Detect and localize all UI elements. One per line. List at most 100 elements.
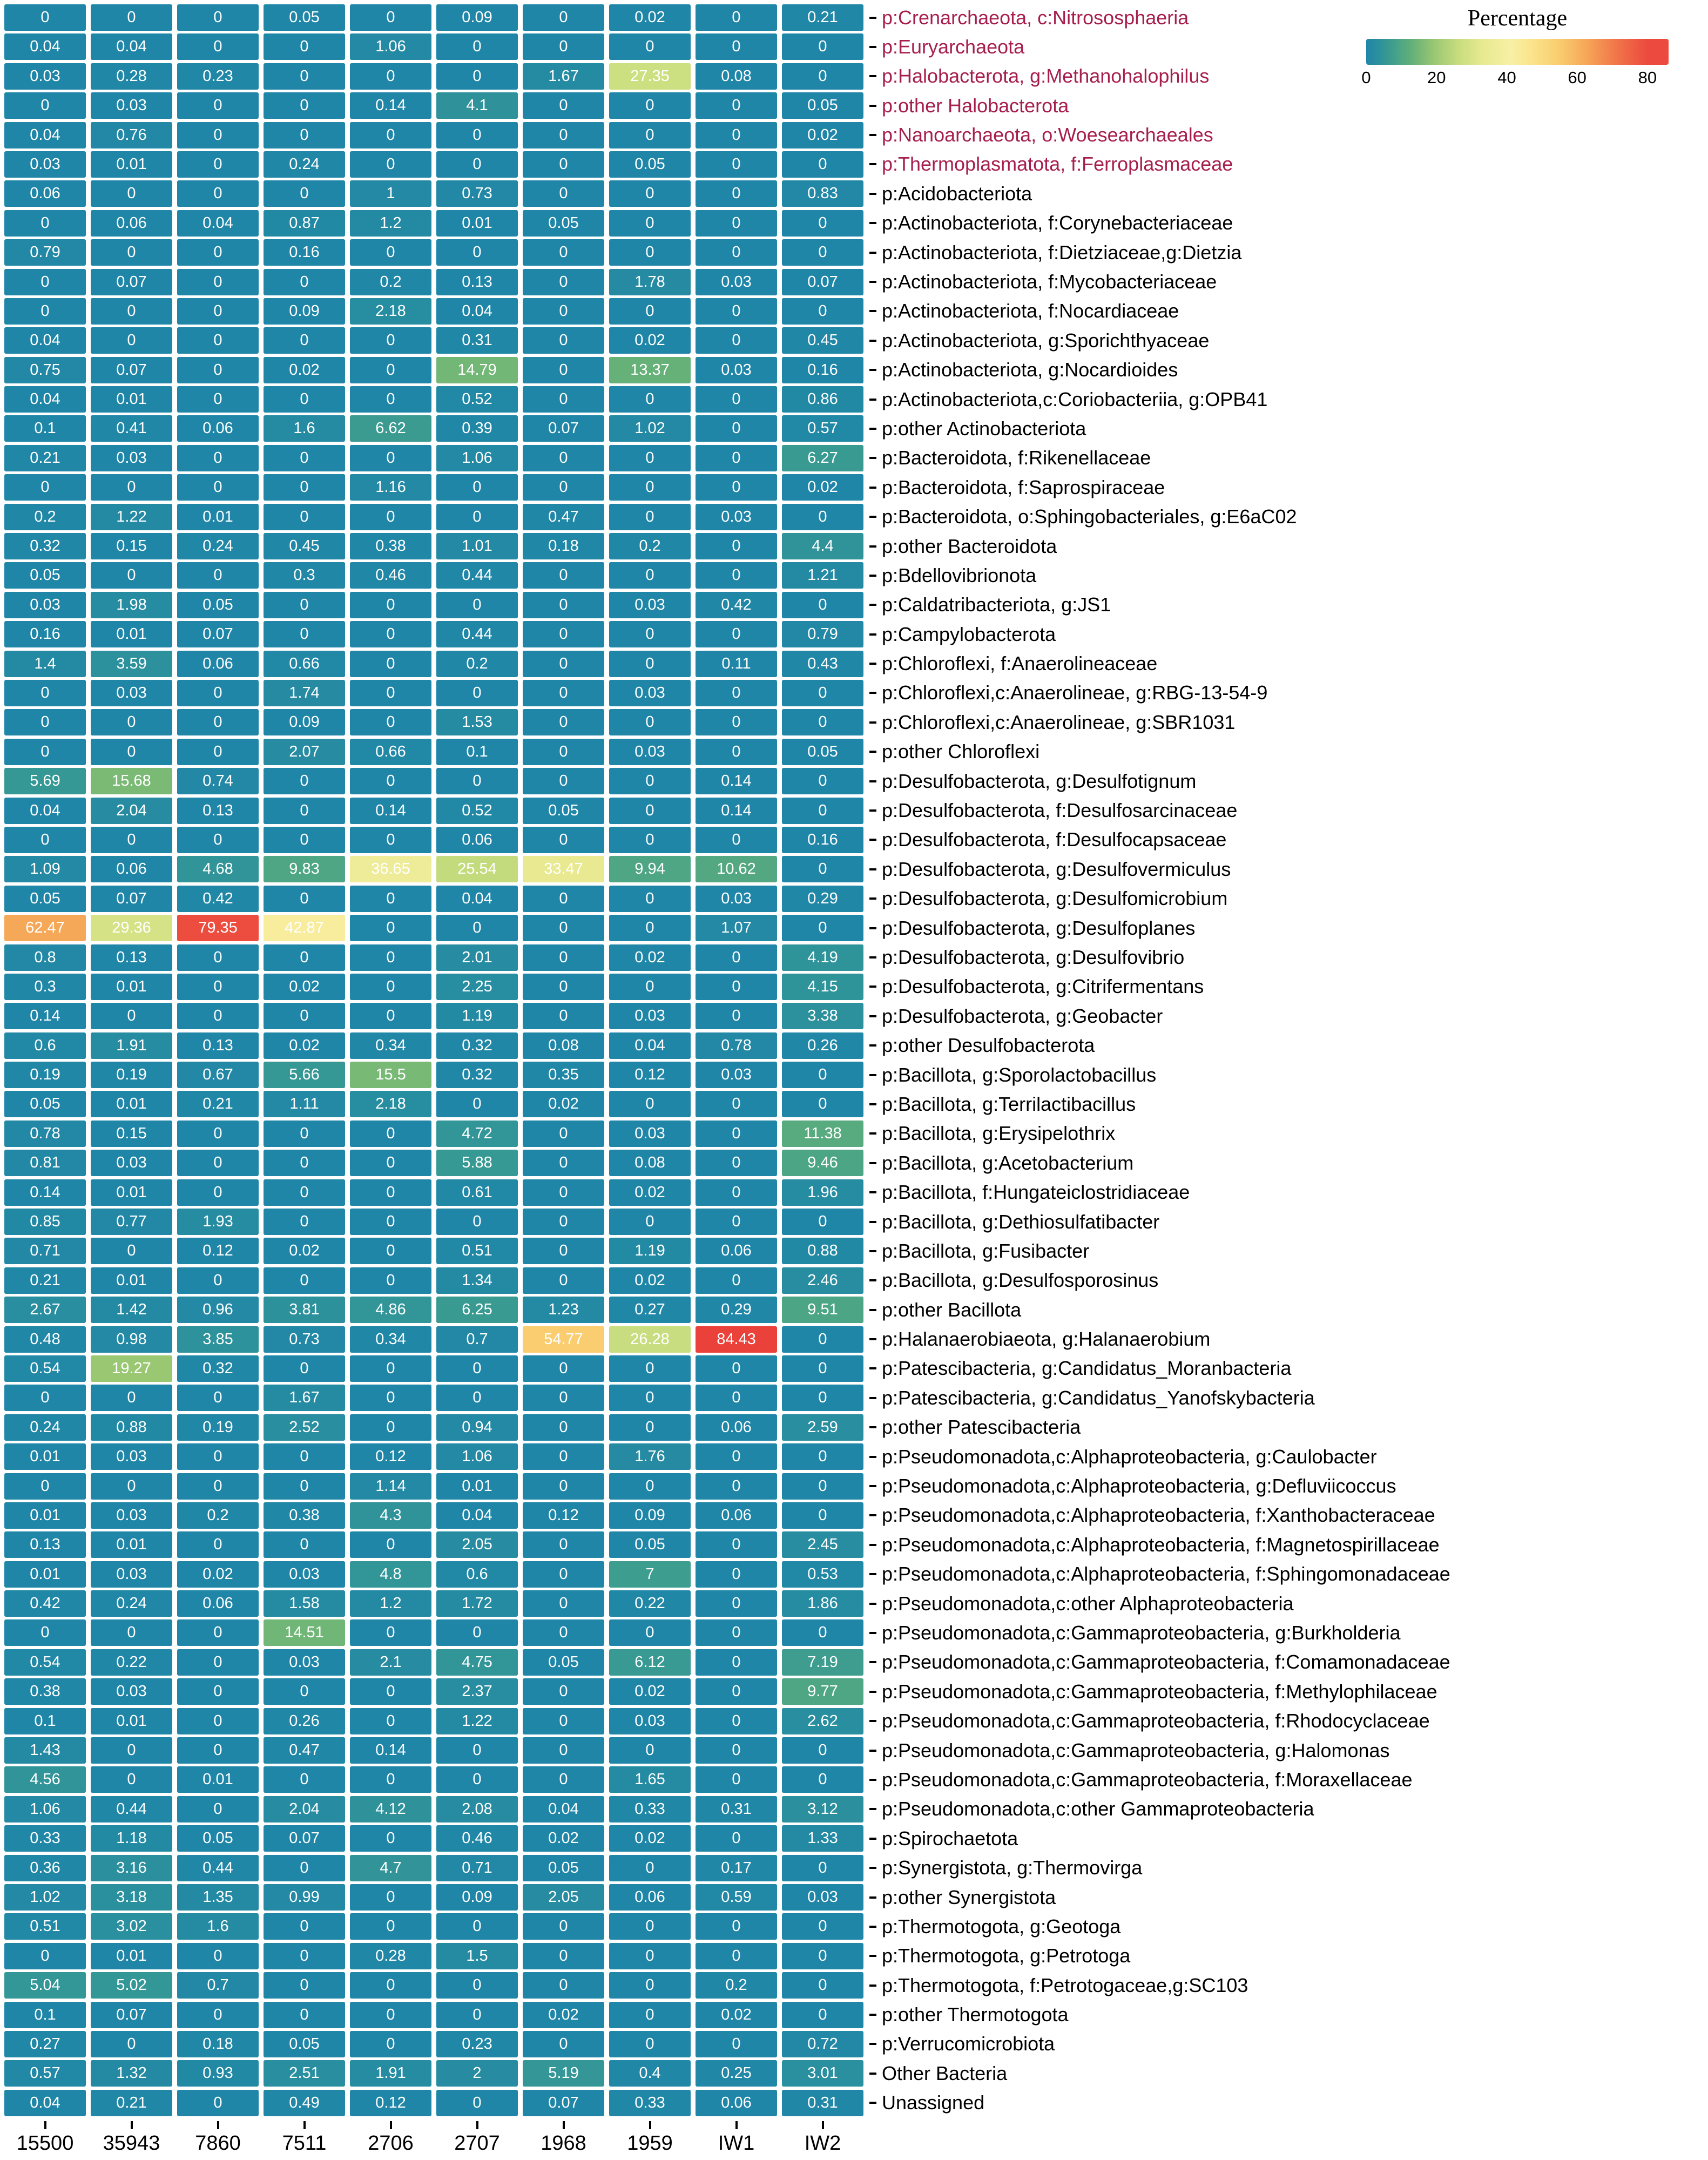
sample-label: IW1 <box>718 2132 755 2155</box>
heatmap-cell: 0.07 <box>91 356 172 383</box>
heatmap-cell: 0 <box>523 709 604 736</box>
heatmap-cell: 0.2 <box>4 503 86 530</box>
heatmap-cell: 0 <box>350 1385 431 1412</box>
heatmap-cell: 0 <box>350 503 431 530</box>
heatmap-cell: 0.03 <box>696 885 777 912</box>
heatmap-cell: 0 <box>264 768 345 795</box>
heatmap-cell: 4.3 <box>350 1502 431 1529</box>
heatmap-cell: 2.46 <box>782 1267 863 1294</box>
y-axis-tick <box>869 663 876 665</box>
heatmap-cell: 0 <box>609 180 691 207</box>
heatmap-row: 0.81 0.03 0 0 0 5.88 0 0.08 0 9.46 p:Bacillota, g:… <box>4 1150 1450 1177</box>
heatmap-cell: 0 <box>350 709 431 736</box>
heatmap-cell: 0 <box>350 1209 431 1236</box>
heatmap-cell: 0 <box>609 1737 691 1764</box>
heatmap-cell: 1.22 <box>91 503 172 530</box>
heatmap-cell: 0.01 <box>91 1179 172 1206</box>
taxon-label: p:Pseudomonadota,c:Alphaproteobacteria, … <box>882 1445 1377 1468</box>
heatmap-cell: 0 <box>696 1590 777 1617</box>
heatmap-cell: 0 <box>782 1854 863 1881</box>
heatmap-cell: 0 <box>523 915 604 942</box>
heatmap-cell: 0 <box>523 1913 604 1940</box>
y-axis-tick <box>869 75 876 78</box>
heatmap-row: 0.01 0.03 0.2 0.38 4.3 0.04 0.12 0.09 0.06 0 p:Pse… <box>4 1502 1450 1529</box>
heatmap-cell: 0 <box>696 1209 777 1236</box>
heatmap-cell: 0.06 <box>436 826 518 853</box>
heatmap-cell: 0.61 <box>436 1179 518 1206</box>
y-axis-tick <box>869 1308 876 1311</box>
heatmap-cell: 0 <box>609 562 691 589</box>
heatmap-row: 0.24 0.88 0.19 2.52 0 0.94 0 0 0.06 2.59 p:other P… <box>4 1414 1450 1441</box>
heatmap-cell: 0 <box>350 1707 431 1734</box>
heatmap-cell: 0.38 <box>350 533 431 560</box>
heatmap-cell: 5.66 <box>264 1062 345 1089</box>
heatmap-cell: 0 <box>91 474 172 501</box>
heatmap-cell: 0.21 <box>177 1091 259 1118</box>
heatmap-cell: 2.18 <box>350 298 431 325</box>
heatmap-cell: 0 <box>609 1854 691 1881</box>
heatmap-cell: 0 <box>264 1150 345 1177</box>
heatmap-cell: 0.16 <box>4 621 86 648</box>
heatmap-cell: 0 <box>350 1179 431 1206</box>
heatmap-cell: 0.38 <box>4 1678 86 1705</box>
heatmap-cell: 0 <box>91 1766 172 1793</box>
heatmap-cell: 1.74 <box>264 679 345 706</box>
heatmap-cell: 0.03 <box>91 1443 172 1470</box>
heatmap-cell: 1.5 <box>436 1942 518 1969</box>
heatmap-row: 0.1 0.01 0 0.26 0 1.22 0 0.03 0 2.62 p:Pseudomonad… <box>4 1707 1450 1734</box>
heatmap-cell: 0.52 <box>436 386 518 413</box>
heatmap-cell: 0.01 <box>91 151 172 178</box>
heatmap-cell: 1.96 <box>782 1179 863 1206</box>
y-axis-tick <box>869 369 876 372</box>
heatmap-cell: 0 <box>264 621 345 648</box>
heatmap-cell: 0 <box>264 1120 345 1147</box>
taxon-label: p:Pseudomonadota,c:Gammaproteobacteria, … <box>882 1621 1401 1644</box>
taxon-label: p:Bacillota, g:Fusibacter <box>882 1239 1090 1262</box>
heatmap-cell: 0 <box>609 1209 691 1236</box>
heatmap-cell: 0 <box>177 2089 259 2116</box>
heatmap-cell: 0 <box>264 92 345 119</box>
heatmap-cell: 0 <box>264 797 345 824</box>
heatmap-cell: 0 <box>609 92 691 119</box>
sample-label: 15500 <box>16 2132 74 2155</box>
heatmap-cell: 0.2 <box>436 650 518 677</box>
heatmap-cell: 0 <box>782 1619 863 1646</box>
y-axis-tick <box>869 1015 876 1017</box>
heatmap-cell: 0 <box>436 1355 518 1382</box>
heatmap-cell: 0 <box>177 386 259 413</box>
heatmap-cell: 0 <box>609 1619 691 1646</box>
taxon-label: p:Actinobacteriota, f:Nocardiaceae <box>882 300 1179 322</box>
heatmap-cell: 11.38 <box>782 1120 863 1147</box>
heatmap-cell: 0.87 <box>264 210 345 237</box>
taxon-label: p:other Chloroflexi <box>882 740 1040 763</box>
heatmap-cell: 0 <box>523 2030 604 2057</box>
heatmap-cell: 0.08 <box>696 63 777 90</box>
heatmap-cell: 0 <box>264 1531 345 1558</box>
heatmap-cell: 0 <box>91 562 172 589</box>
heatmap-cell: 2.05 <box>523 1884 604 1911</box>
heatmap-cell: 0.01 <box>177 1766 259 1793</box>
heatmap-cell: 0.3 <box>264 562 345 589</box>
y-axis-tick <box>869 310 876 313</box>
taxon-label: p:Bacillota, f:Hungateiclostridiaceae <box>882 1181 1190 1204</box>
heatmap-cell: 0.32 <box>436 1032 518 1059</box>
heatmap-cell: 0 <box>177 151 259 178</box>
heatmap-cell: 0 <box>264 474 345 501</box>
heatmap-cell: 0 <box>782 1355 863 1382</box>
taxon-label: p:Desulfobacterota, g:Desulfovermiculus <box>882 858 1231 880</box>
heatmap-cell: 0 <box>350 1414 431 1441</box>
heatmap-cell: 0.09 <box>436 4 518 31</box>
taxon-label: p:Actinobacteriota, f:Dietziaceae,g:Diet… <box>882 241 1242 264</box>
taxon-label: p:Desulfobacterota, g:Desulfoplanes <box>882 916 1196 939</box>
heatmap-cell: 0 <box>523 1385 604 1412</box>
heatmap-cell: 0 <box>609 386 691 413</box>
heatmap-cell: 0.07 <box>523 415 604 442</box>
heatmap-cell: 9.51 <box>782 1297 863 1324</box>
heatmap-cell: 0.25 <box>696 2060 777 2087</box>
heatmap-row: 0.51 3.02 1.6 0 0 0 0 0 0 0 p:Thermotogota, g:Geot… <box>4 1913 1450 1940</box>
heatmap-cell: 5.02 <box>91 1972 172 1999</box>
heatmap-cell: 0 <box>264 1972 345 1999</box>
heatmap-cell: 0.6 <box>4 1032 86 1059</box>
heatmap-cell: 0 <box>4 1473 86 1500</box>
heatmap-cell: 0 <box>782 856 863 883</box>
